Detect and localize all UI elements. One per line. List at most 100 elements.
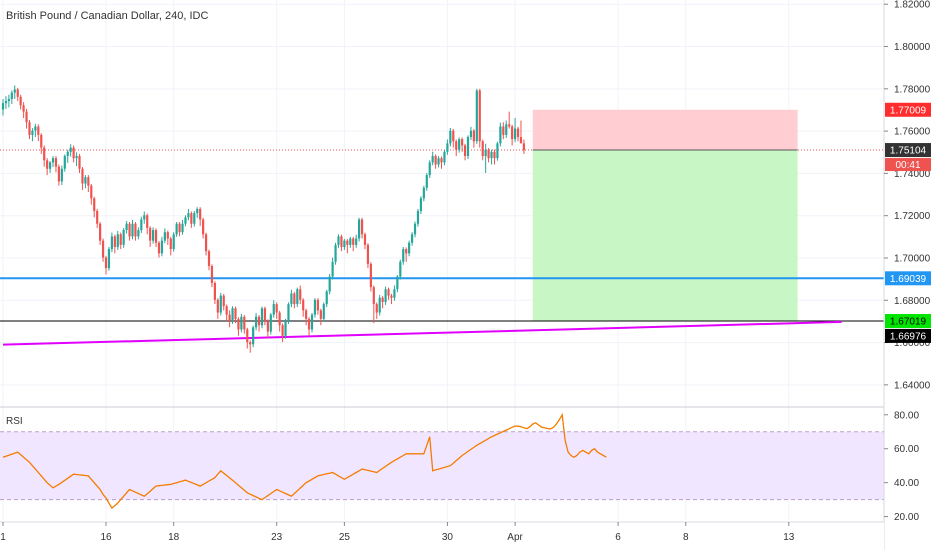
candle-body — [175, 223, 178, 235]
candle-body — [475, 90, 478, 142]
candle-body — [237, 318, 240, 330]
candle-body — [378, 297, 381, 313]
candle-body — [154, 230, 158, 243]
candle-body — [222, 295, 225, 307]
candle-body — [96, 211, 99, 224]
candle-body — [375, 304, 378, 313]
candle-body — [466, 137, 470, 157]
price-tick-label: 1.82000 — [894, 0, 931, 11]
candle-body — [387, 289, 390, 296]
candle-body — [113, 236, 116, 247]
candle-body — [508, 124, 511, 127]
price-tick-label: 1.72000 — [894, 211, 931, 222]
candle-body — [408, 242, 411, 254]
time-axis: 1 16 18 23 25 30 Apr 6 8 13 — [0, 521, 884, 550]
candle-body — [434, 156, 437, 165]
candle-body — [199, 208, 202, 220]
candle-body — [458, 139, 461, 150]
candle-body — [60, 168, 63, 182]
candle-body — [125, 223, 128, 231]
candle-body — [99, 223, 102, 241]
time-tick-label: 6 — [615, 532, 621, 543]
candle-body — [455, 141, 458, 150]
rsi-panel: RSI — [0, 412, 884, 510]
candle-body — [437, 158, 440, 165]
candle-body — [472, 130, 475, 142]
candles — [1, 85, 526, 353]
candle-body — [81, 168, 84, 184]
candle-body — [516, 128, 520, 138]
support-price-label: 1.69039 — [890, 274, 927, 285]
stop-price-label: 1.77009 — [890, 105, 927, 116]
candle-body — [1, 103, 5, 110]
time-tick-label: 8 — [683, 532, 689, 543]
candle-body — [90, 185, 93, 199]
candle-body — [252, 327, 255, 345]
candle-body — [137, 230, 140, 237]
candle-body — [463, 145, 467, 157]
candle-body — [275, 304, 278, 313]
candle-body — [22, 105, 25, 112]
trendline-price-label: 1.66976 — [890, 331, 927, 342]
candle-body — [196, 208, 199, 214]
rsi-tick-label: 80.00 — [894, 410, 919, 421]
candle-body — [107, 249, 111, 269]
candle-body — [478, 90, 481, 142]
chart-title: British Pound / Canadian Dollar, 240, ID… — [6, 10, 208, 22]
candle-body — [307, 318, 311, 330]
candle-body — [266, 320, 269, 332]
candle-body — [219, 295, 222, 313]
candle-body — [157, 242, 161, 254]
candle-body — [204, 234, 208, 252]
candle-body — [322, 304, 325, 319]
candle-body — [128, 223, 131, 237]
candle-body — [93, 198, 96, 212]
candle-body — [290, 293, 293, 305]
candle-body — [399, 261, 402, 277]
candle-body — [140, 219, 143, 231]
price-tick-label: 1.80000 — [894, 42, 931, 53]
candle-body — [143, 215, 146, 220]
rsi-tick-label: 20.00 — [894, 512, 919, 523]
candle-body — [225, 306, 228, 315]
candle-body — [28, 122, 31, 135]
candle-body — [260, 308, 264, 326]
candle-body — [172, 234, 175, 250]
candle-body — [234, 308, 237, 319]
candle-body — [334, 244, 337, 262]
candle-body — [469, 130, 473, 138]
candle-body — [4, 101, 8, 104]
candle-body — [116, 234, 119, 247]
candle-body — [325, 291, 328, 305]
target-price-label: 1.67019 — [890, 317, 927, 328]
candle-body — [72, 147, 75, 159]
time-tick-label: 18 — [168, 532, 180, 543]
candle-body — [443, 151, 446, 163]
time-axis-background — [0, 522, 884, 550]
candle-body — [246, 329, 249, 343]
candle-body — [149, 227, 152, 241]
candle-body — [169, 238, 172, 250]
candle-body — [402, 249, 405, 262]
candle-body — [331, 261, 334, 277]
entry-price-label-bg — [885, 143, 931, 158]
entry-price-label: 1.75104 — [890, 146, 927, 157]
candle-body — [13, 89, 16, 93]
time-tick-label: 30 — [442, 532, 454, 543]
level-lines — [0, 149, 884, 346]
time-tick-label: 16 — [100, 532, 112, 543]
take-profit-zone — [532, 150, 798, 322]
candle-body — [75, 156, 78, 159]
candle-body — [384, 289, 387, 302]
candle-body — [134, 223, 137, 237]
candle-body — [7, 98, 10, 102]
time-tick-label: 25 — [339, 532, 351, 543]
candle-body — [490, 151, 493, 159]
candle-body — [110, 236, 113, 250]
candle-body — [166, 232, 169, 239]
candle-body — [296, 289, 299, 305]
axis-price-labels: 1.77009 1.75104 00:41 1.69039 1.67019 1.66976 — [885, 102, 931, 343]
rsi-label: RSI — [6, 416, 23, 427]
candle-body — [66, 151, 69, 157]
